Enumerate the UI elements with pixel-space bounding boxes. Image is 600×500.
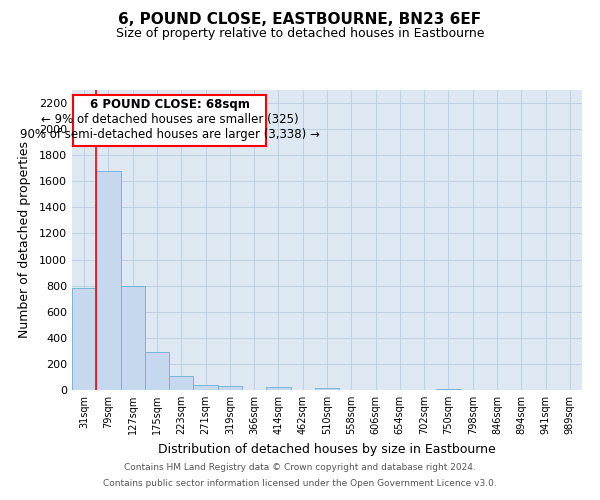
Text: Contains HM Land Registry data © Crown copyright and database right 2024.: Contains HM Land Registry data © Crown c… bbox=[124, 464, 476, 472]
Text: 90% of semi-detached houses are larger (3,338) →: 90% of semi-detached houses are larger (… bbox=[20, 128, 320, 141]
Bar bbox=[145, 352, 169, 390]
Bar bbox=[218, 386, 242, 390]
Bar bbox=[169, 376, 193, 390]
Bar bbox=[266, 388, 290, 390]
FancyBboxPatch shape bbox=[73, 95, 266, 146]
X-axis label: Distribution of detached houses by size in Eastbourne: Distribution of detached houses by size … bbox=[158, 442, 496, 456]
Bar bbox=[121, 286, 145, 390]
Text: 6, POUND CLOSE, EASTBOURNE, BN23 6EF: 6, POUND CLOSE, EASTBOURNE, BN23 6EF bbox=[118, 12, 482, 28]
Bar bbox=[96, 171, 121, 390]
Text: Contains public sector information licensed under the Open Government Licence v3: Contains public sector information licen… bbox=[103, 478, 497, 488]
Text: ← 9% of detached houses are smaller (325): ← 9% of detached houses are smaller (325… bbox=[41, 113, 299, 126]
Text: Size of property relative to detached houses in Eastbourne: Size of property relative to detached ho… bbox=[116, 28, 484, 40]
Bar bbox=[436, 388, 461, 390]
Y-axis label: Number of detached properties: Number of detached properties bbox=[17, 142, 31, 338]
Bar bbox=[72, 288, 96, 390]
Bar bbox=[193, 386, 218, 390]
Text: 6 POUND CLOSE: 68sqm: 6 POUND CLOSE: 68sqm bbox=[90, 98, 250, 111]
Bar bbox=[315, 388, 339, 390]
